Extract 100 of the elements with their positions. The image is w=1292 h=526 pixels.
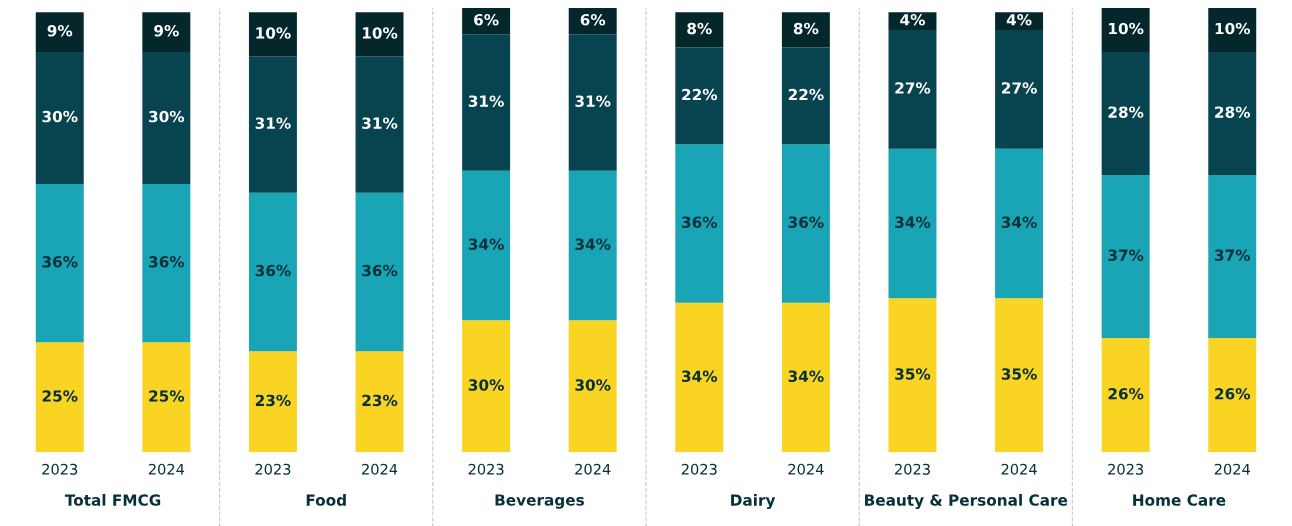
data-label: 9% <box>154 24 179 37</box>
data-label: 34% <box>682 370 718 382</box>
bar <box>568 320 617 453</box>
text: Total FMCG <box>64 494 161 506</box>
bar <box>568 34 617 171</box>
data-label: 31% <box>468 95 504 107</box>
data-label: 9% <box>47 24 73 37</box>
text: Dairy <box>731 494 776 509</box>
bar <box>781 47 830 145</box>
bar <box>142 183 191 343</box>
x-tick-label: 2024 <box>148 463 185 475</box>
bar <box>1208 175 1257 338</box>
data-label: 34% <box>575 238 611 250</box>
bar <box>781 12 830 48</box>
data-label: 26% <box>1215 388 1251 400</box>
bar <box>995 148 1044 299</box>
bar <box>568 170 617 321</box>
data-label: 31% <box>362 117 398 129</box>
x-tick-label: 2024 <box>1214 463 1250 475</box>
x-tick-label: 2024 <box>1001 463 1037 475</box>
bar <box>1208 7 1257 52</box>
data-label: 31% <box>255 117 291 129</box>
data-label: 34% <box>895 216 931 228</box>
bar <box>781 302 830 453</box>
bar <box>142 12 191 52</box>
data-label: 34% <box>468 238 504 250</box>
data-label: 8% <box>793 22 819 35</box>
data-label: 4% <box>900 13 925 26</box>
x-tick-label: 2023 <box>1108 463 1144 475</box>
bar <box>888 29 937 149</box>
data-label: 6% <box>580 13 606 26</box>
data-label: 10% <box>362 27 398 39</box>
x-tick-label: 2024 <box>788 463 824 475</box>
data-label: 25% <box>42 390 78 402</box>
data-label: 10% <box>1109 22 1144 35</box>
data-label: 35% <box>895 368 931 380</box>
bar <box>1101 175 1150 338</box>
bar <box>675 144 724 303</box>
data-label: 4% <box>1006 13 1032 26</box>
bar <box>35 183 84 343</box>
data-label: 37% <box>1108 249 1144 261</box>
data-label: 26% <box>1108 388 1144 400</box>
data-label: 23% <box>362 394 398 407</box>
x-tick-label: 2024 <box>362 463 398 475</box>
x-tick-label: 2023 <box>894 463 930 475</box>
bar <box>35 12 84 52</box>
bar <box>1101 51 1150 176</box>
x-tick-label: 2023 <box>468 463 504 475</box>
bar <box>1208 51 1257 176</box>
data-label: 25% <box>149 390 185 402</box>
x-tick-label: 2023 <box>42 463 78 475</box>
data-label: 36% <box>42 256 78 268</box>
bar <box>248 351 297 453</box>
bar <box>142 342 191 453</box>
bar <box>462 170 511 321</box>
data-label: 28% <box>1108 106 1144 118</box>
data-label: 34% <box>788 370 824 382</box>
bar <box>995 29 1044 149</box>
bar <box>35 51 84 184</box>
bar <box>248 192 297 352</box>
bar <box>462 34 511 171</box>
data-label: 30% <box>149 110 185 123</box>
bar <box>888 298 937 453</box>
data-label: 36% <box>362 264 398 277</box>
data-label: 30% <box>42 110 78 123</box>
data-label: 36% <box>149 256 185 268</box>
data-label: 22% <box>682 88 718 101</box>
bar <box>142 51 191 184</box>
data-label: 37% <box>1214 249 1251 261</box>
bar <box>248 12 297 57</box>
text: Beauty & Personal Care <box>865 494 1068 509</box>
bar <box>462 320 511 453</box>
bar <box>1101 7 1150 52</box>
data-label: 31% <box>575 95 611 107</box>
data-label: 34% <box>1001 216 1037 228</box>
x-tick-label: 2024 <box>575 463 611 475</box>
text: Home Care <box>1133 494 1226 506</box>
bar <box>1208 337 1257 453</box>
data-label: 27% <box>1001 82 1037 94</box>
bar <box>675 12 724 48</box>
data-label: 8% <box>687 22 712 35</box>
data-label: 30% <box>468 379 504 391</box>
data-label: 35% <box>1001 368 1037 380</box>
bar <box>1101 337 1150 453</box>
bar <box>355 192 404 352</box>
bar <box>995 298 1044 453</box>
bar <box>355 12 404 57</box>
data-label: 10% <box>256 27 291 39</box>
text: Beverages <box>495 494 584 509</box>
data-label: 36% <box>682 216 718 228</box>
data-label: 36% <box>255 264 291 277</box>
bar <box>675 302 724 453</box>
data-label: 10% <box>1215 22 1251 35</box>
bar <box>675 47 724 145</box>
x-tick-label: 2023 <box>681 463 717 475</box>
data-label: 28% <box>1215 106 1251 118</box>
data-label: 6% <box>474 13 499 26</box>
bar <box>248 56 297 193</box>
data-label: 27% <box>895 82 931 94</box>
x-tick-label: 2023 <box>255 463 291 475</box>
